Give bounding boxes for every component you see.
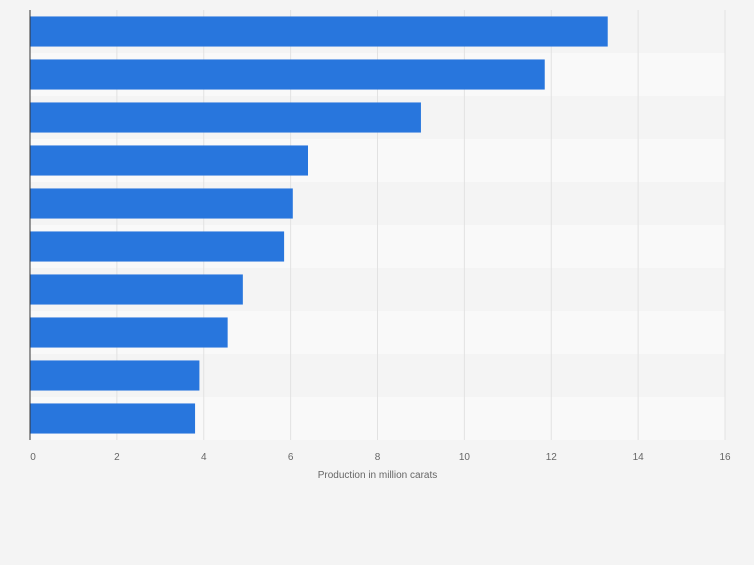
x-tick-label: 14: [633, 452, 645, 463]
x-tick-label: 2: [114, 452, 120, 463]
x-tick-label: 0: [30, 452, 36, 463]
x-tick-label: 10: [459, 452, 471, 463]
bar: [30, 360, 200, 391]
bar: [30, 59, 545, 90]
x-tick-label: 12: [546, 452, 558, 463]
bar: [30, 188, 293, 219]
bar: [30, 145, 308, 176]
x-tick-label: 8: [375, 452, 381, 463]
bar: [30, 16, 608, 47]
bar: [30, 274, 243, 305]
x-tick-labels: 0 2 4 6 8 10 12 14 16: [30, 452, 731, 463]
bar: [30, 102, 421, 133]
x-tick-label: 4: [201, 452, 207, 463]
bar: [30, 317, 228, 348]
x-tick-label: 16: [719, 452, 731, 463]
x-axis-label: Production in million carats: [318, 470, 438, 481]
bar: [30, 231, 285, 262]
bars: [30, 16, 608, 434]
bar: [30, 403, 196, 434]
x-tick-label: 6: [288, 452, 294, 463]
